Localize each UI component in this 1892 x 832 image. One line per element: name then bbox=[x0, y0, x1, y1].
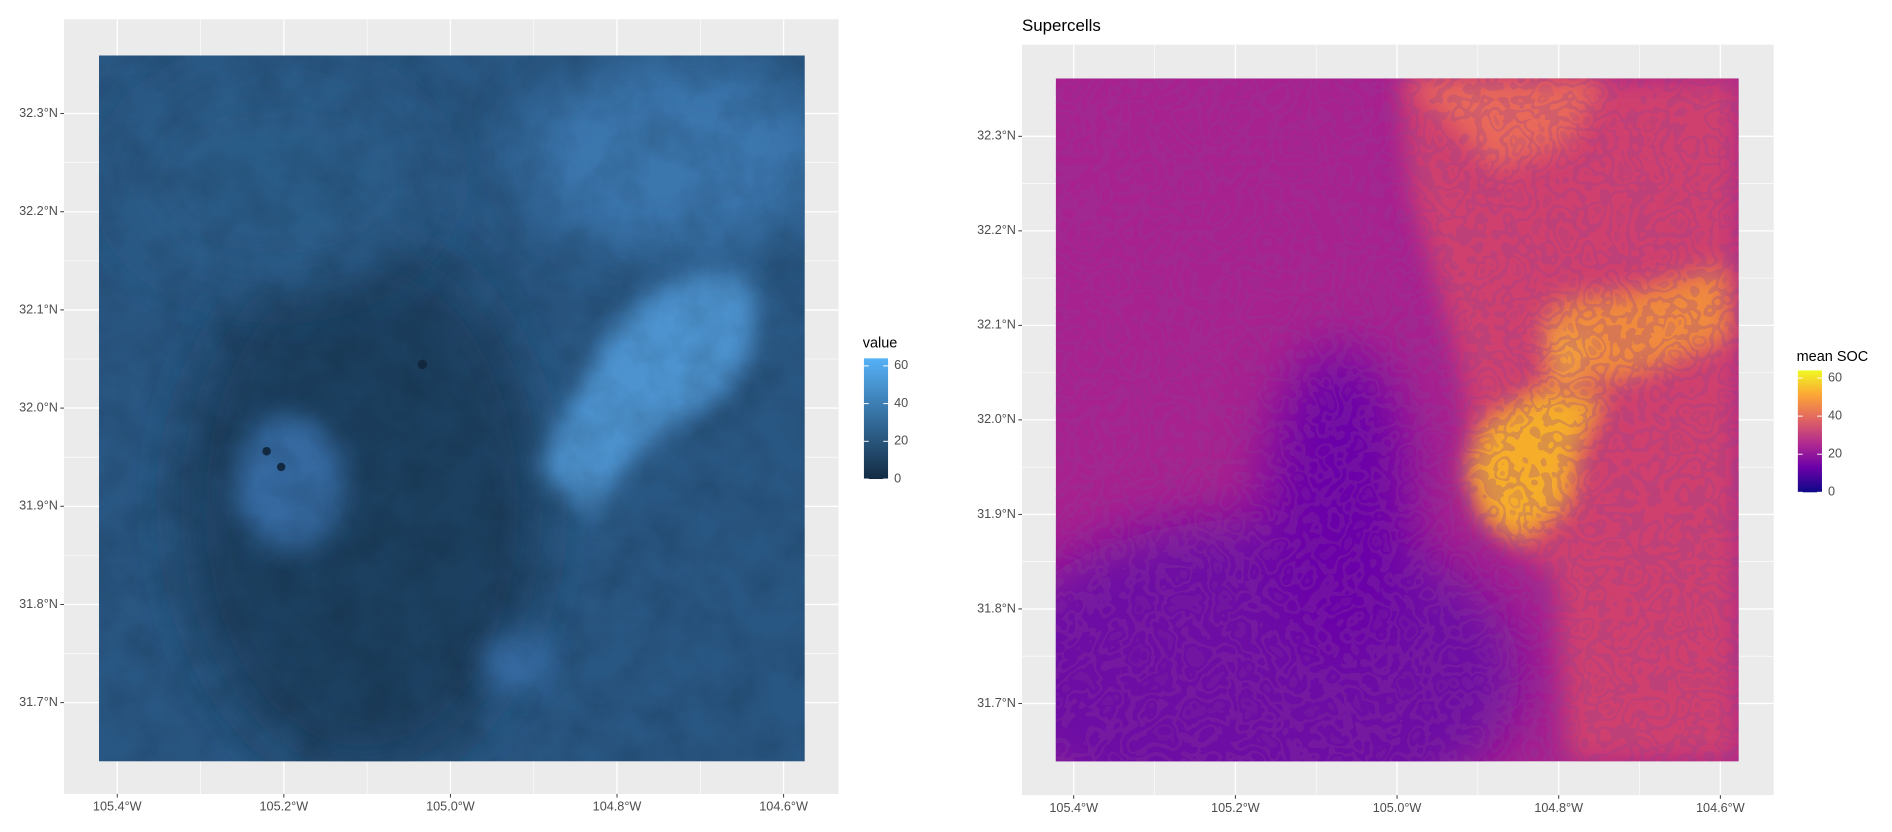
y-tick-label: 32.3°N bbox=[19, 106, 58, 120]
colorbar bbox=[863, 358, 889, 480]
polygon-borders bbox=[1055, 78, 1739, 762]
legend-title: mean SOC bbox=[1797, 349, 1869, 365]
y-tick-label: 31.9°N bbox=[19, 499, 58, 513]
colorbar-label: 60 bbox=[894, 358, 908, 372]
y-tick-label: 32.3°N bbox=[977, 129, 1016, 143]
y-tick-label: 32.0°N bbox=[977, 412, 1016, 426]
x-tick-label: 104.8°W bbox=[593, 800, 642, 814]
colorbar-label: 40 bbox=[1828, 408, 1842, 422]
x-tick-label: 105.0°W bbox=[1373, 801, 1422, 815]
x-tick-label: 105.2°W bbox=[260, 800, 309, 814]
y-tick-label: 32.0°N bbox=[19, 400, 58, 414]
x-tick-label: 104.8°W bbox=[1534, 801, 1583, 815]
x-tick-label: 105.4°W bbox=[1049, 801, 1098, 815]
x-tick-label: 105.0°W bbox=[426, 800, 475, 814]
legend-title: value bbox=[863, 336, 898, 352]
y-tick-label: 32.2°N bbox=[977, 223, 1016, 237]
x-tick-label: 105.2°W bbox=[1211, 801, 1260, 815]
y-tick-label: 31.9°N bbox=[977, 507, 1016, 521]
polygon-map bbox=[1055, 78, 1739, 762]
y-tick-label: 32.1°N bbox=[977, 318, 1016, 332]
colorbar-label: 60 bbox=[1828, 370, 1842, 384]
x-tick-label: 104.6°W bbox=[759, 800, 808, 814]
plot-area: 105.4°W 105.2°W 105.0°W 104.8°W 104.6°W 31.7°… bbox=[19, 16, 1869, 815]
y-tick-label: 31.8°N bbox=[19, 597, 58, 611]
colorbar bbox=[1797, 370, 1822, 493]
chart-title: Supercells bbox=[1022, 16, 1101, 35]
x-tick-label: 104.6°W bbox=[1696, 801, 1745, 815]
colorbar-label: 0 bbox=[1828, 485, 1835, 499]
y-tick-label: 32.1°N bbox=[19, 302, 58, 316]
colorbar-label: 20 bbox=[894, 434, 908, 448]
x-tick-label: 105.4°W bbox=[93, 800, 142, 814]
colorbar-label: 20 bbox=[1828, 447, 1842, 461]
raster-texture bbox=[98, 55, 805, 762]
y-tick-label: 31.7°N bbox=[977, 696, 1016, 710]
y-tick-label: 31.7°N bbox=[19, 695, 58, 709]
colorbar-label: 40 bbox=[894, 396, 908, 410]
raster-map bbox=[98, 55, 805, 762]
y-tick-label: 32.2°N bbox=[19, 204, 58, 218]
y-tick-label: 31.8°N bbox=[977, 601, 1016, 615]
colorbar-label: 0 bbox=[894, 471, 901, 485]
